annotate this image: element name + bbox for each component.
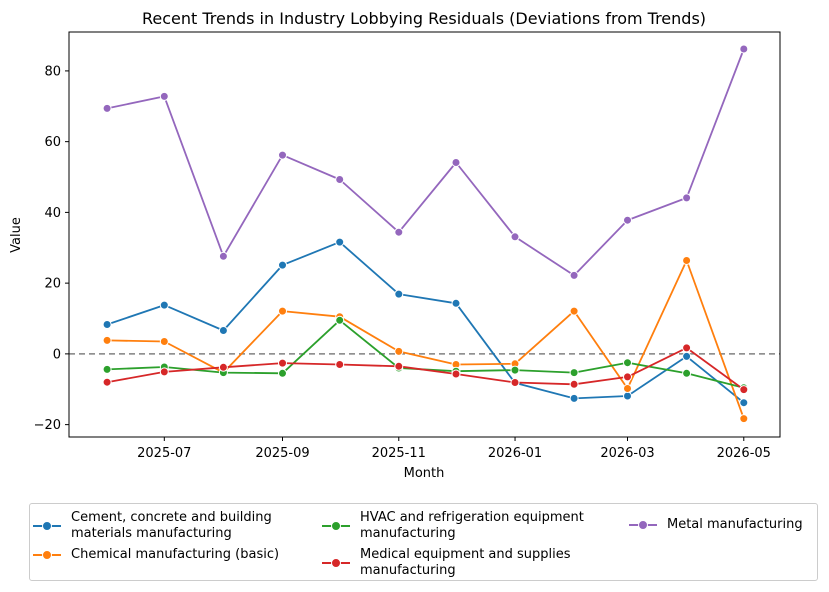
legend-item-0: Cement, concrete and building materials … (33, 510, 272, 542)
legend-item-3: Medical equipment and supplies manufactu… (322, 547, 571, 579)
data-point (335, 175, 345, 184)
data-point (569, 393, 579, 403)
data-point (510, 365, 520, 375)
chart-canvas: Recent Trends in Industry Lobbying Resid… (9, 9, 781, 481)
x-tick-label: 2025-07 (137, 446, 191, 461)
data-point (623, 384, 632, 393)
data-point (102, 335, 112, 345)
legend-label: HVAC and refrigeration equipment manufac… (360, 510, 584, 541)
series-group (102, 44, 749, 424)
legend-item-4: Metal manufacturing (629, 517, 803, 533)
series-4 (102, 44, 749, 280)
x-axis-label: Month (404, 466, 445, 481)
data-point (102, 364, 112, 374)
data-point (682, 343, 692, 353)
data-point (623, 215, 632, 225)
series-line (106, 241, 745, 404)
data-point (739, 414, 749, 424)
y-tick-label: 20 (44, 277, 61, 292)
data-point (278, 358, 287, 368)
series-1 (102, 256, 749, 424)
x-tick-label: 2026-05 (717, 446, 771, 461)
y-tick-label: 60 (44, 135, 61, 150)
legend-label: Cement, concrete and building materials … (71, 510, 272, 541)
data-point (682, 368, 692, 378)
y-tick-label: −20 (34, 418, 61, 433)
data-point (739, 398, 749, 408)
x-tick-label: 2026-01 (488, 446, 542, 461)
data-point (739, 385, 749, 395)
legend-marker (322, 557, 350, 569)
data-point (510, 378, 520, 387)
legend-marker (33, 520, 61, 532)
data-point (159, 367, 169, 377)
data-point (218, 326, 228, 335)
series-3 (102, 343, 749, 395)
data-point (335, 360, 345, 369)
data-point (102, 377, 112, 387)
data-point (278, 260, 287, 270)
data-point (278, 368, 287, 378)
y-tick-label: 40 (44, 206, 61, 221)
data-point (569, 270, 579, 280)
data-point (739, 44, 749, 54)
data-point (569, 368, 579, 378)
data-point (335, 315, 345, 325)
data-point (623, 391, 632, 401)
legend-label: Medical equipment and supplies manufactu… (360, 547, 571, 578)
data-point (682, 351, 692, 361)
y-tick-label: 0 (53, 347, 61, 362)
data-point (394, 361, 404, 371)
series-0 (102, 237, 749, 408)
data-point (394, 289, 404, 299)
x-tick-label: 2025-11 (372, 446, 426, 461)
data-point (682, 256, 692, 265)
data-point (394, 227, 404, 237)
chart-title: Recent Trends in Industry Lobbying Resid… (142, 9, 706, 28)
data-point (278, 306, 287, 316)
x-tick-label: 2025-09 (255, 446, 309, 461)
data-point (682, 193, 692, 203)
data-point (159, 337, 169, 346)
legend-item-2: HVAC and refrigeration equipment manufac… (322, 510, 584, 542)
data-point (451, 369, 461, 379)
y-axis: −20 0 20 40 60 80 (34, 64, 69, 433)
legend-marker (629, 519, 657, 531)
data-point (623, 358, 632, 368)
series-line (106, 346, 745, 391)
data-point (451, 158, 461, 167)
data-point (159, 300, 169, 310)
data-point (394, 346, 404, 356)
data-point (102, 103, 112, 113)
data-point (218, 362, 228, 372)
series-line (106, 48, 745, 277)
x-tick-label: 2026-03 (600, 446, 654, 461)
series-line (107, 259, 745, 419)
data-point (335, 237, 345, 247)
x-axis: 2025-07 2025-09 2025-11 2026-01 2026-03 2026-… (137, 437, 771, 461)
data-point (451, 298, 461, 308)
data-point (569, 379, 579, 389)
legend-label: Metal manufacturing (667, 517, 803, 532)
data-point (623, 372, 632, 382)
legend: Cement, concrete and building materials … (29, 503, 818, 581)
legend-item-1: Chemical manufacturing (basic) (33, 547, 279, 563)
plot-frame (68, 31, 781, 438)
legend-marker (322, 520, 350, 532)
data-point (569, 306, 579, 316)
data-point (102, 320, 112, 329)
data-point (218, 251, 228, 261)
data-point (159, 91, 169, 101)
data-point (278, 150, 287, 160)
legend-marker (33, 549, 61, 561)
data-point (510, 232, 520, 242)
y-tick-label: 80 (44, 64, 61, 79)
y-axis-label: Value (9, 217, 24, 253)
legend-label: Chemical manufacturing (basic) (71, 547, 280, 562)
